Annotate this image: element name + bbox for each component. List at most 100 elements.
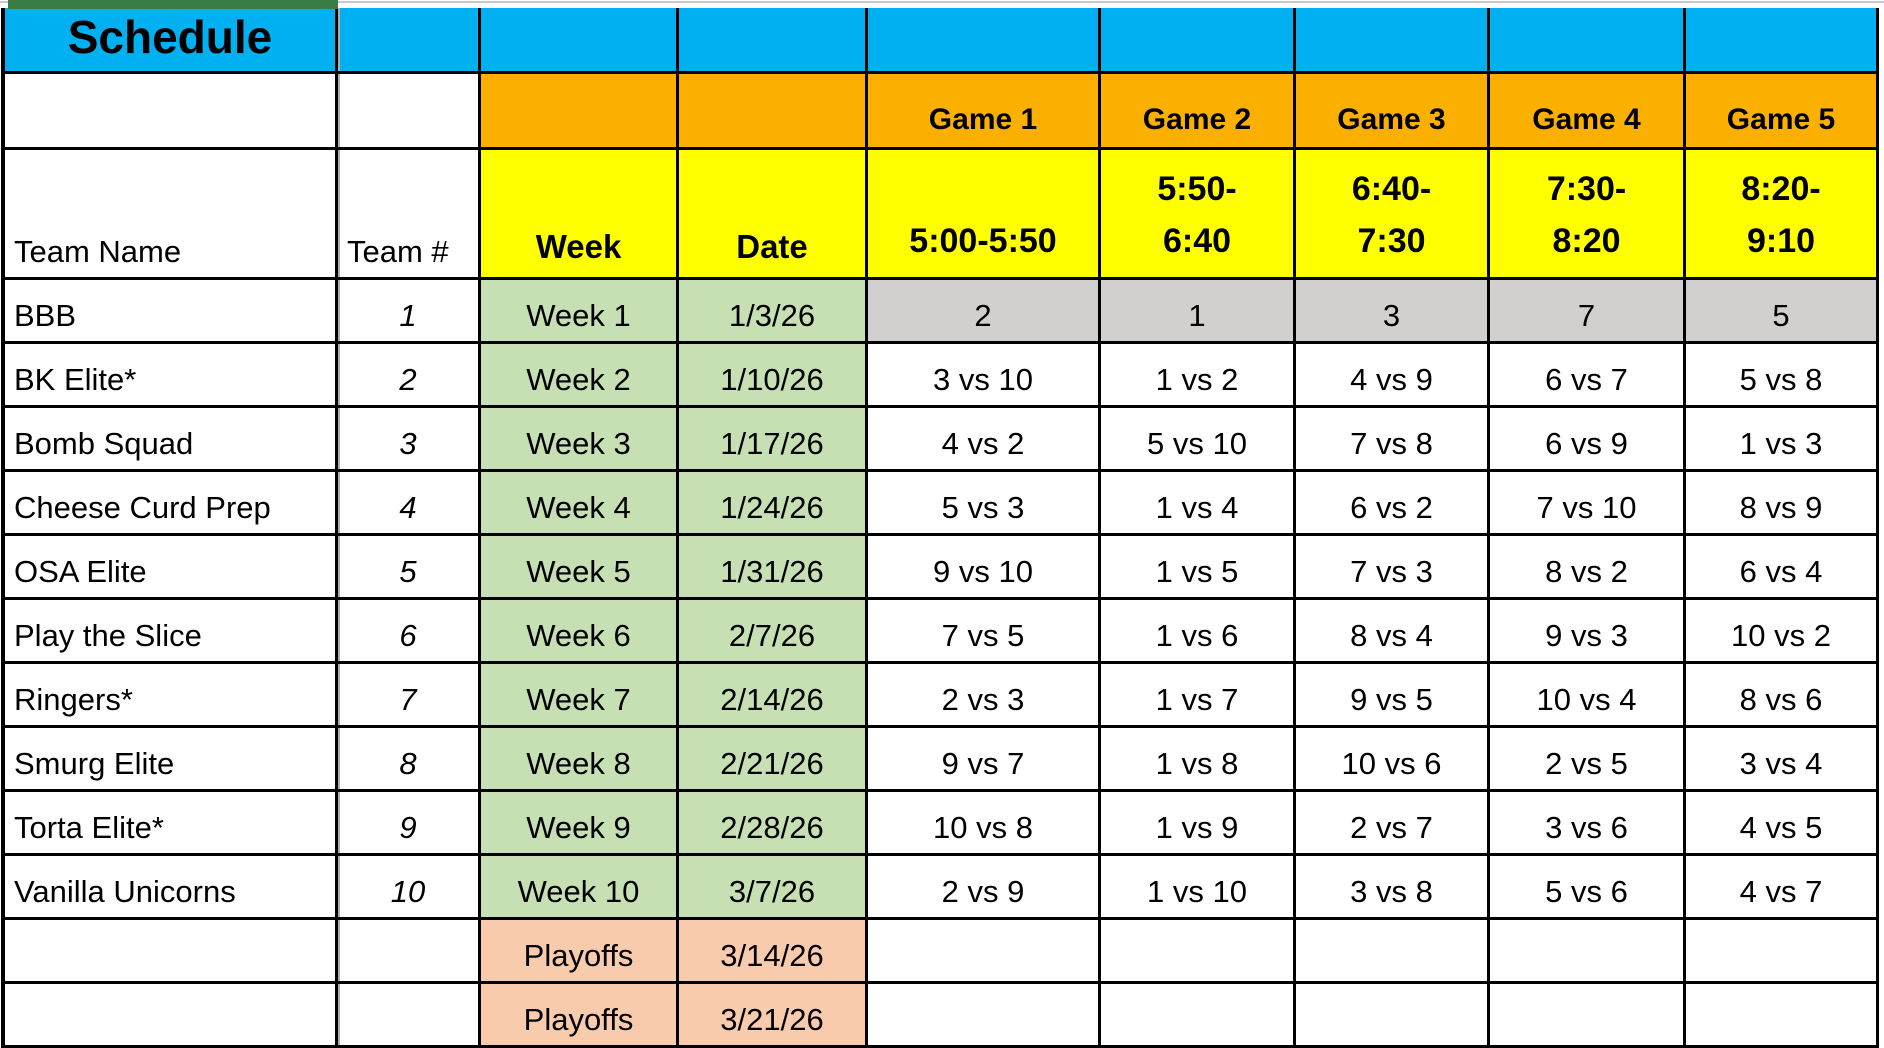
game-5-matchup-cell[interactable]: 5: [1686, 280, 1879, 344]
game-1-matchup-cell[interactable]: 2 vs 9: [868, 856, 1101, 920]
game-4-matchup-cell[interactable]: 6 vs 7: [1490, 344, 1686, 408]
team-number-cell[interactable]: 3: [338, 408, 481, 472]
week-cell[interactable]: Week 5: [481, 536, 679, 600]
team-name-cell[interactable]: Vanilla Unicorns: [5, 856, 338, 920]
game-4-matchup-cell[interactable]: 6 vs 9: [1490, 408, 1686, 472]
date-cell[interactable]: 1/3/26: [679, 280, 868, 344]
team-name-cell[interactable]: Play the Slice: [5, 600, 338, 664]
date-cell[interactable]: 3/14/26: [679, 920, 868, 984]
date-cell[interactable]: 2/14/26: [679, 664, 868, 728]
title-spacer-cell[interactable]: [1101, 8, 1296, 74]
game-1-matchup-cell[interactable]: 10 vs 8: [868, 792, 1101, 856]
team-name-cell[interactable]: Smurg Elite: [5, 728, 338, 792]
date-cell[interactable]: 2/21/26: [679, 728, 868, 792]
game-2-matchup-cell[interactable]: 1 vs 5: [1101, 536, 1296, 600]
game-3-matchup-cell[interactable]: 9 vs 5: [1296, 664, 1490, 728]
game-3-matchup-cell[interactable]: [1296, 920, 1490, 984]
team-number-cell[interactable]: 8: [338, 728, 481, 792]
game-3-matchup-cell[interactable]: [1296, 984, 1490, 1048]
game-4-matchup-cell[interactable]: 8 vs 2: [1490, 536, 1686, 600]
team-number-cell[interactable]: 5: [338, 536, 481, 600]
date-cell[interactable]: 2/28/26: [679, 792, 868, 856]
game-2-matchup-cell[interactable]: [1101, 920, 1296, 984]
game-3-matchup-cell[interactable]: 3: [1296, 280, 1490, 344]
team-number-cell[interactable]: 1: [338, 280, 481, 344]
game-1-matchup-cell[interactable]: 2: [868, 280, 1101, 344]
game-header-spacer-cell[interactable]: [481, 74, 679, 150]
week-cell[interactable]: Week 8: [481, 728, 679, 792]
game-3-matchup-cell[interactable]: 10 vs 6: [1296, 728, 1490, 792]
game-2-header[interactable]: Game 2: [1101, 74, 1296, 150]
title-cell[interactable]: Schedule: [5, 8, 338, 74]
time-slot-1-header[interactable]: 5:00-5:50: [868, 150, 1101, 280]
game-2-matchup-cell[interactable]: 1 vs 4: [1101, 472, 1296, 536]
game-5-matchup-cell[interactable]: 5 vs 8: [1686, 344, 1879, 408]
date-cell[interactable]: 1/24/26: [679, 472, 868, 536]
title-spacer-cell[interactable]: [679, 8, 868, 74]
game-3-matchup-cell[interactable]: 7 vs 8: [1296, 408, 1490, 472]
date-cell[interactable]: 2/7/26: [679, 600, 868, 664]
time-slot-3-header[interactable]: 6:40- 7:30: [1296, 150, 1490, 280]
week-cell[interactable]: Week 2: [481, 344, 679, 408]
game-2-matchup-cell[interactable]: 1: [1101, 280, 1296, 344]
game-5-matchup-cell[interactable]: [1686, 984, 1879, 1048]
game-5-matchup-cell[interactable]: 10 vs 2: [1686, 600, 1879, 664]
game-2-matchup-cell[interactable]: 1 vs 7: [1101, 664, 1296, 728]
date-cell[interactable]: 3/21/26: [679, 984, 868, 1048]
team-name-cell[interactable]: OSA Elite: [5, 536, 338, 600]
game-2-matchup-cell[interactable]: 1 vs 9: [1101, 792, 1296, 856]
team-name-cell[interactable]: BBB: [5, 280, 338, 344]
game-2-matchup-cell[interactable]: 1 vs 10: [1101, 856, 1296, 920]
title-spacer-cell[interactable]: [1686, 8, 1879, 74]
game-1-matchup-cell[interactable]: [868, 984, 1101, 1048]
game-5-matchup-cell[interactable]: 8 vs 9: [1686, 472, 1879, 536]
week-cell[interactable]: Week 4: [481, 472, 679, 536]
game-3-matchup-cell[interactable]: 4 vs 9: [1296, 344, 1490, 408]
game-4-matchup-cell[interactable]: 7: [1490, 280, 1686, 344]
game-2-matchup-cell[interactable]: 1 vs 2: [1101, 344, 1296, 408]
team-number-cell[interactable]: 6: [338, 600, 481, 664]
game-4-matchup-cell[interactable]: [1490, 920, 1686, 984]
team-name-cell[interactable]: BK Elite*: [5, 344, 338, 408]
game-1-matchup-cell[interactable]: 9 vs 10: [868, 536, 1101, 600]
game-1-matchup-cell[interactable]: 5 vs 3: [868, 472, 1101, 536]
week-header[interactable]: Week: [481, 150, 679, 280]
game-2-matchup-cell[interactable]: 5 vs 10: [1101, 408, 1296, 472]
week-cell[interactable]: Week 7: [481, 664, 679, 728]
week-cell[interactable]: Week 9: [481, 792, 679, 856]
title-spacer-cell[interactable]: [1490, 8, 1686, 74]
game-4-matchup-cell[interactable]: 5 vs 6: [1490, 856, 1686, 920]
date-cell[interactable]: 1/17/26: [679, 408, 868, 472]
date-cell[interactable]: 1/10/26: [679, 344, 868, 408]
blank-cell[interactable]: [5, 920, 338, 984]
title-spacer-cell[interactable]: [338, 8, 481, 74]
game-3-matchup-cell[interactable]: 7 vs 3: [1296, 536, 1490, 600]
time-slot-2-header[interactable]: 5:50- 6:40: [1101, 150, 1296, 280]
game-1-header[interactable]: Game 1: [868, 74, 1101, 150]
game-1-matchup-cell[interactable]: 7 vs 5: [868, 600, 1101, 664]
team-number-cell[interactable]: 2: [338, 344, 481, 408]
blank-cell[interactable]: [338, 920, 481, 984]
game-2-matchup-cell[interactable]: 1 vs 6: [1101, 600, 1296, 664]
team-name-cell[interactable]: Cheese Curd Prep: [5, 472, 338, 536]
team-number-cell[interactable]: 9: [338, 792, 481, 856]
game-header-spacer-cell[interactable]: [679, 74, 868, 150]
game-4-matchup-cell[interactable]: 2 vs 5: [1490, 728, 1686, 792]
game-3-matchup-cell[interactable]: 8 vs 4: [1296, 600, 1490, 664]
game-5-matchup-cell[interactable]: [1686, 920, 1879, 984]
team-number-cell[interactable]: 7: [338, 664, 481, 728]
game-4-matchup-cell[interactable]: 9 vs 3: [1490, 600, 1686, 664]
team-number-cell[interactable]: 10: [338, 856, 481, 920]
game-1-matchup-cell[interactable]: 2 vs 3: [868, 664, 1101, 728]
game-2-matchup-cell[interactable]: 1 vs 8: [1101, 728, 1296, 792]
game-5-matchup-cell[interactable]: 6 vs 4: [1686, 536, 1879, 600]
week-cell[interactable]: Week 6: [481, 600, 679, 664]
playoffs-week-cell[interactable]: Playoffs: [481, 920, 679, 984]
date-cell[interactable]: 3/7/26: [679, 856, 868, 920]
game-1-matchup-cell[interactable]: [868, 920, 1101, 984]
game-5-matchup-cell[interactable]: 3 vs 4: [1686, 728, 1879, 792]
game-3-matchup-cell[interactable]: 2 vs 7: [1296, 792, 1490, 856]
team-name-cell[interactable]: Bomb Squad: [5, 408, 338, 472]
game-5-matchup-cell[interactable]: 1 vs 3: [1686, 408, 1879, 472]
blank-cell[interactable]: [338, 984, 481, 1048]
